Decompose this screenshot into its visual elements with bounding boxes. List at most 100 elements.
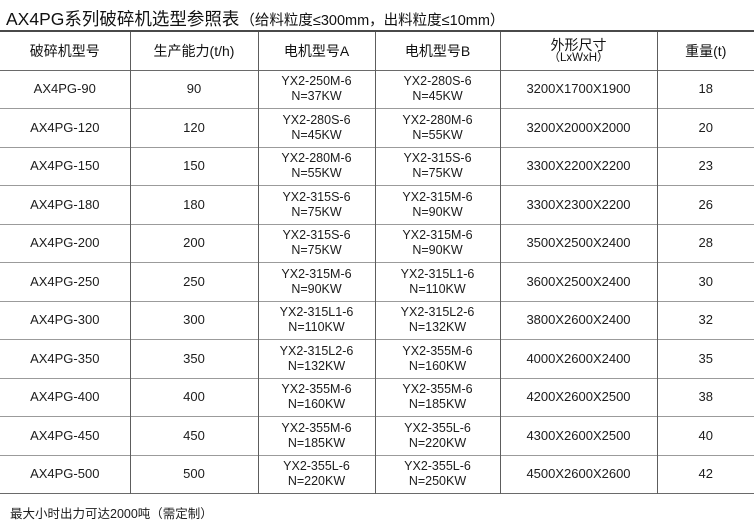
motor-a-power: N=110KW	[288, 320, 345, 335]
motor-b-power: N=160KW	[408, 358, 467, 373]
cell-dimensions: 3600X2500X2400	[499, 262, 657, 301]
table-row: AX4PG-350 350 YX2-315L2-6 N=132KW YX2-35…	[0, 339, 754, 378]
cell-dimensions: 3300X2200X2200	[499, 147, 657, 186]
cell-motor-a: YX2-280M-6 N=55KW	[257, 147, 375, 186]
motor-a-power: N=37KW	[291, 89, 342, 104]
motor-b-power: N=185KW	[408, 397, 467, 412]
motor-b-model: YX2-315L1-6	[400, 266, 475, 281]
cell-motor-b: YX2-280S-6 N=45KW	[374, 70, 500, 109]
motor-b-model: YX2-355M-6	[402, 382, 473, 396]
cell-capacity: 500	[129, 455, 258, 494]
motor-a-model: YX2-280M-6	[281, 151, 352, 165]
column-header-motor-b: 电机型号B	[374, 31, 500, 70]
motor-b-power: N=45KW	[412, 89, 463, 104]
motor-b-model: YX2-355L-6	[404, 420, 471, 435]
motor-a-model: YX2-280S-6	[282, 112, 351, 127]
cell-motor-a: YX2-250M-6 N=37KW	[257, 70, 375, 109]
cell-capacity: 200	[129, 224, 258, 263]
cell-motor-a: YX2-315S-6 N=75KW	[257, 185, 375, 224]
motor-a-model: YX2-355M-6	[281, 382, 352, 396]
column-header-weight-label: 重量(t)	[685, 42, 727, 59]
cell-weight: 28	[656, 224, 754, 263]
motor-b-model: YX2-355L-6	[404, 459, 471, 473]
cell-capacity: 350	[129, 339, 258, 378]
cell-model: AX4PG-250	[30, 273, 100, 289]
motor-a-power: N=75KW	[291, 204, 342, 219]
cell-dimensions: 4300X2600X2500	[499, 416, 657, 455]
cell-motor-a: YX2-355M-6 N=160KW	[257, 378, 375, 417]
cell-capacity: 250	[129, 262, 258, 301]
table-body: AX4PG-90 90 YX2-250M-6 N=37KW YX2-280S-6…	[0, 70, 754, 494]
motor-b-model: YX2-315L2-6	[400, 305, 475, 319]
cell-model: AX4PG-180	[30, 196, 100, 212]
cell-motor-b: YX2-355L-6 N=220KW	[374, 416, 500, 455]
cell-weight: 35	[656, 339, 754, 378]
cell-weight: 30	[656, 262, 754, 301]
motor-a-model: YX2-355M-6	[281, 420, 352, 435]
cell-dimensions: 3200X1700X1900	[499, 70, 657, 109]
motor-a-power: N=220KW	[287, 474, 346, 489]
motor-a-model: YX2-250M-6	[281, 74, 352, 88]
motor-b-model: YX2-280S-6	[403, 74, 472, 88]
column-header-dimensions-unit: （LxWxH）	[548, 51, 609, 64]
cell-motor-b: YX2-315S-6 N=75KW	[374, 147, 500, 186]
motor-a-power: N=45KW	[291, 127, 342, 142]
cell-motor-b: YX2-280M-6 N=55KW	[374, 108, 500, 147]
motor-b-model: YX2-315S-6	[403, 151, 472, 165]
table-row: AX4PG-90 90 YX2-250M-6 N=37KW YX2-280S-6…	[0, 70, 754, 109]
cell-model: AX4PG-120	[30, 119, 100, 135]
cell-motor-a: YX2-315M-6 N=90KW	[257, 262, 375, 301]
motor-a-model: YX2-315M-6	[281, 266, 352, 281]
cell-motor-a: YX2-355L-6 N=220KW	[257, 455, 375, 494]
motor-a-model: YX2-315L1-6	[279, 305, 354, 319]
column-header-motor-a: 电机型号A	[257, 31, 375, 70]
column-header-model: 破碎机型号	[0, 31, 130, 70]
cell-motor-b: YX2-315M-6 N=90KW	[374, 224, 500, 263]
cell-model: AX4PG-150	[30, 158, 100, 174]
motor-a-model: YX2-315L2-6	[279, 343, 354, 358]
cell-capacity: 150	[129, 147, 258, 186]
cell-weight: 42	[656, 455, 754, 494]
table-header: 破碎机型号 生产能力(t/h) 电机型号A 电机型号B 外形尺寸 （LxWxH）…	[0, 31, 754, 70]
column-header-capacity: 生产能力(t/h)	[129, 31, 258, 70]
cell-model: AX4PG-500	[30, 466, 100, 482]
column-header-dimensions-label: 外形尺寸	[550, 36, 607, 53]
motor-b-model: YX2-315M-6	[402, 228, 473, 242]
motor-b-power: N=250KW	[408, 474, 467, 489]
cell-capacity: 400	[129, 378, 258, 417]
cell-capacity: 90	[129, 70, 258, 109]
motor-a-power: N=75KW	[291, 243, 342, 258]
cell-motor-b: YX2-315L2-6 N=132KW	[374, 301, 500, 340]
cell-motor-b: YX2-355L-6 N=250KW	[374, 455, 500, 494]
cell-weight: 26	[656, 185, 754, 224]
page-title-main: AX4PG系列破碎机选型参照表	[6, 9, 240, 29]
motor-a-power: N=160KW	[287, 397, 346, 412]
cell-dimensions: 4000X2600X2400	[499, 339, 657, 378]
cell-capacity: 120	[129, 108, 258, 147]
cell-model: AX4PG-200	[30, 235, 100, 251]
motor-b-model: YX2-355M-6	[402, 343, 473, 358]
motor-a-power: N=132KW	[287, 358, 346, 373]
column-header-dimensions: 外形尺寸 （LxWxH）	[499, 31, 657, 70]
cell-dimensions: 3300X2300X2200	[499, 185, 657, 224]
motor-a-power: N=90KW	[291, 281, 342, 296]
cell-dimensions: 4500X2600X2600	[499, 455, 657, 494]
table-row: AX4PG-500 500 YX2-355L-6 N=220KW YX2-355…	[0, 455, 754, 494]
column-header-capacity-label: 生产能力(t/h)	[153, 42, 235, 59]
cell-dimensions: 3500X2500X2400	[499, 224, 657, 263]
table-row: AX4PG-180 180 YX2-315S-6 N=75KW YX2-315M…	[0, 185, 754, 224]
cell-motor-b: YX2-315L1-6 N=110KW	[374, 262, 500, 301]
motor-b-model: YX2-280M-6	[402, 112, 473, 127]
table-row: AX4PG-400 400 YX2-355M-6 N=160KW YX2-355…	[0, 378, 754, 417]
table-row: AX4PG-200 200 YX2-315S-6 N=75KW YX2-315M…	[0, 224, 754, 263]
motor-b-power: N=75KW	[412, 166, 463, 181]
cell-model: AX4PG-450	[30, 427, 100, 443]
cell-model: AX4PG-400	[30, 389, 100, 405]
column-header-weight: 重量(t)	[656, 31, 754, 70]
motor-b-power: N=110KW	[409, 281, 466, 296]
motor-a-model: YX2-315S-6	[282, 189, 351, 204]
table-row: AX4PG-300 300 YX2-315L1-6 N=110KW YX2-31…	[0, 301, 754, 340]
motor-b-power: N=220KW	[408, 435, 467, 450]
cell-weight: 32	[656, 301, 754, 340]
